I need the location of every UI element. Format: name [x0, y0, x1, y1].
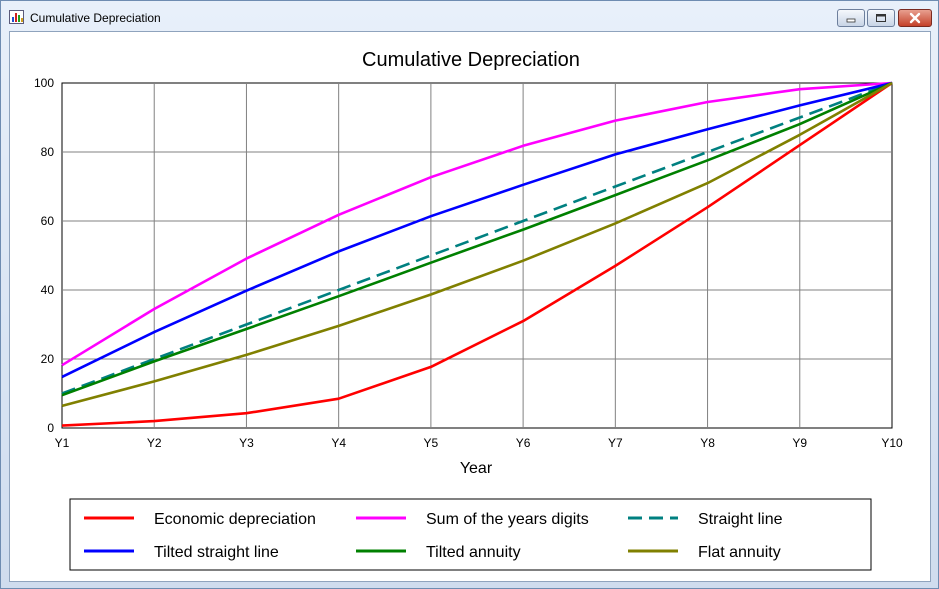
maximize-button[interactable] [867, 9, 895, 27]
x-tick-label: Y2 [147, 436, 162, 450]
legend-label: Economic depreciation [154, 511, 316, 528]
legend-label: Sum of the years digits [426, 511, 589, 528]
y-tick-label: 40 [41, 283, 55, 297]
y-tick-label: 0 [47, 421, 54, 435]
plot-area [61, 82, 893, 429]
x-tick-label: Y9 [792, 436, 807, 450]
minimize-button[interactable] [837, 9, 865, 27]
series-line [61, 81, 893, 379]
y-tick-label: 20 [41, 352, 55, 366]
close-button[interactable] [898, 9, 932, 27]
series-line [61, 81, 893, 427]
series-line [61, 81, 893, 397]
chart-canvas: 0 20 40 60 80 100 Y1 Y2 Y3 Y4 Y5 Y6 Y7 Y8 Y9 Y10 Cumul… [34, 49, 903, 571]
window-title: Cumulative Depreciation [30, 11, 161, 25]
series-line [61, 81, 893, 408]
series-line [61, 81, 893, 395]
title-bar[interactable]: Cumulative Depreciation [1, 1, 938, 31]
legend-box [69, 498, 872, 571]
x-tick-label: Y1 [55, 436, 70, 450]
close-icon [909, 12, 921, 24]
y-tick-label: 100 [34, 76, 54, 90]
x-axis-label: Year [460, 460, 493, 477]
maximize-icon [876, 14, 886, 22]
chart-app-icon[interactable] [9, 10, 24, 24]
legend-label: Flat annuity [698, 544, 781, 561]
legend-label: Straight line [698, 511, 783, 528]
series-line [61, 81, 893, 367]
legend-label: Tilted annuity [426, 544, 521, 561]
x-tick-label: Y10 [881, 436, 903, 450]
chart-area: 0 20 40 60 80 100 Y1 Y2 Y3 Y4 Y5 Y6 Y7 Y8 Y9 Y10 Cumul… [9, 31, 931, 582]
x-tick-label: Y8 [700, 436, 715, 450]
x-tick-label: Y4 [331, 436, 346, 450]
x-tick-label: Y5 [424, 436, 439, 450]
minimize-icon [846, 18, 856, 23]
legend: Economic depreciation Sum of the years di… [84, 511, 783, 561]
y-tick-label: 80 [41, 145, 55, 159]
legend-label: Tilted straight line [154, 544, 279, 561]
x-tick-label: Y6 [516, 436, 531, 450]
chart-title: Cumulative Depreciation [362, 49, 580, 71]
x-tick-label: Y3 [239, 436, 254, 450]
y-tick-label: 60 [41, 214, 55, 228]
x-tick-label: Y7 [608, 436, 623, 450]
